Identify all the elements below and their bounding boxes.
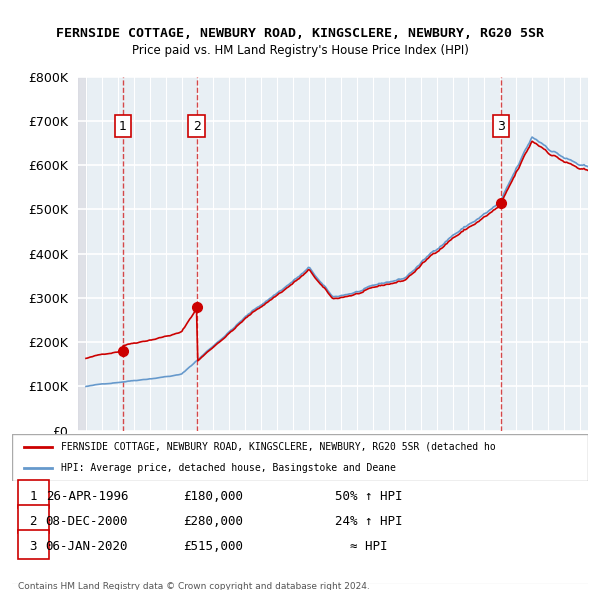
Text: £515,000: £515,000	[184, 540, 244, 553]
Text: Contains HM Land Registry data © Crown copyright and database right 2024.: Contains HM Land Registry data © Crown c…	[18, 582, 370, 590]
Text: 50% ↑ HPI: 50% ↑ HPI	[335, 490, 403, 503]
Text: £180,000: £180,000	[184, 490, 244, 503]
Text: Price paid vs. HM Land Registry's House Price Index (HPI): Price paid vs. HM Land Registry's House …	[131, 44, 469, 57]
Text: 08-DEC-2000: 08-DEC-2000	[46, 515, 128, 528]
Text: 24% ↑ HPI: 24% ↑ HPI	[335, 515, 403, 528]
Text: £280,000: £280,000	[184, 515, 244, 528]
FancyBboxPatch shape	[12, 434, 588, 481]
Text: FERNSIDE COTTAGE, NEWBURY ROAD, KINGSCLERE, NEWBURY, RG20 5SR (detached ho: FERNSIDE COTTAGE, NEWBURY ROAD, KINGSCLE…	[61, 442, 496, 452]
Text: 3: 3	[29, 540, 37, 553]
Text: FERNSIDE COTTAGE, NEWBURY ROAD, KINGSCLERE, NEWBURY, RG20 5SR: FERNSIDE COTTAGE, NEWBURY ROAD, KINGSCLE…	[56, 27, 544, 40]
FancyBboxPatch shape	[18, 530, 49, 559]
Bar	[86, 77, 588, 431]
Text: 2: 2	[29, 515, 37, 528]
FancyBboxPatch shape	[18, 480, 49, 509]
Text: 3: 3	[497, 120, 505, 133]
Text: 2: 2	[193, 120, 200, 133]
Text: 1: 1	[119, 120, 127, 133]
Text: 26-APR-1996: 26-APR-1996	[46, 490, 128, 503]
FancyBboxPatch shape	[18, 506, 49, 533]
Bar	[78, 77, 86, 431]
Text: HPI: Average price, detached house, Basingstoke and Deane: HPI: Average price, detached house, Basi…	[61, 463, 396, 473]
Text: ≈ HPI: ≈ HPI	[350, 540, 388, 553]
Text: 06-JAN-2020: 06-JAN-2020	[46, 540, 128, 553]
Text: 1: 1	[29, 490, 37, 503]
